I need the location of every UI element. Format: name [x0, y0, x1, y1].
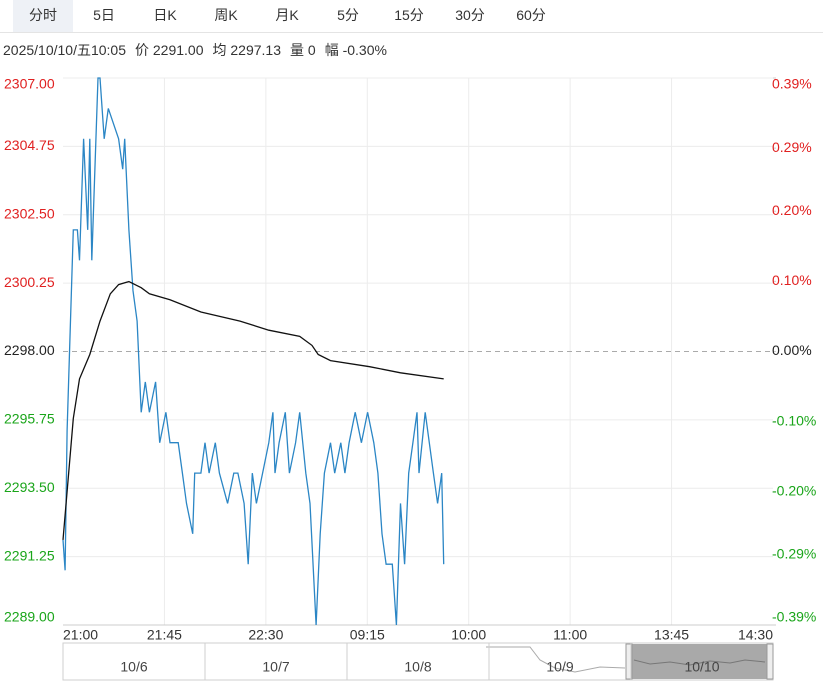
series-line [62, 77, 445, 626]
y-tick-label: 2298.00 [4, 342, 55, 358]
info-item: 价 2291.00 [135, 42, 204, 58]
navigator-date: 10/9 [546, 659, 573, 675]
navigator-date: 10/10 [684, 659, 719, 675]
y-tick-label: 2300.25 [4, 274, 55, 290]
tab[interactable]: 15分 [394, 7, 424, 23]
y-tick-label: 2295.75 [4, 411, 55, 427]
y2-tick-label: -0.20% [772, 482, 816, 498]
x-tick-label: 21:45 [147, 627, 182, 643]
y2-tick-label: 0.29% [772, 139, 812, 155]
navigator-handle[interactable] [625, 643, 633, 680]
tab-bar: 分时 5日 日K 周K 月K 5分 15分 30分 60分 [0, 0, 823, 33]
tab[interactable]: 5分 [337, 7, 359, 23]
navigator-date: 10/7 [262, 659, 289, 675]
tab[interactable]: 日K [153, 7, 177, 23]
info-line: 2025/10/10/五10:05 价 2291.00 均 2297.13 量 0 幅 … [3, 40, 396, 60]
y-tick-label: 2293.50 [4, 479, 55, 495]
y-tick-label: 2302.50 [4, 205, 55, 221]
tab[interactable]: 分时 [13, 0, 73, 32]
navigator-date: 10/8 [404, 659, 431, 675]
y2-tick-label: 0.00% [772, 342, 812, 358]
navigator-preview [486, 646, 626, 673]
y2-tick-label: -0.29% [772, 546, 816, 562]
x-tick-label: 11:00 [553, 627, 587, 643]
tab[interactable]: 5日 [93, 7, 115, 23]
x-tick-label: 14:30 [738, 627, 773, 643]
navigator-window[interactable] [630, 644, 767, 679]
tab[interactable]: 周K [214, 7, 238, 23]
y2-tick-label: -0.39% [772, 609, 816, 625]
y-tick-label: 2289.00 [4, 609, 55, 625]
navigator-preview [633, 659, 766, 666]
info-item: 均 2297.13 [212, 42, 282, 58]
navigator-date: 10/6 [120, 659, 147, 675]
info-item: 量 0 [290, 42, 316, 58]
y-tick-label: 2291.25 [4, 547, 55, 563]
x-tick-label: 22:30 [248, 627, 283, 643]
tab[interactable]: 30分 [455, 7, 485, 23]
series-line [62, 280, 444, 540]
navigator-handle[interactable] [766, 643, 774, 680]
tab[interactable]: 60分 [516, 7, 546, 23]
y-tick-label: 2304.75 [4, 137, 55, 153]
info-item: 幅 -0.30% [324, 42, 387, 58]
y2-tick-label: -0.10% [772, 412, 816, 428]
y-tick-label: 2307.00 [4, 76, 55, 92]
x-tick-label: 10:00 [451, 627, 486, 643]
y2-tick-label: 0.20% [772, 202, 812, 218]
tab[interactable]: 月K [275, 7, 299, 23]
info-item: 2025/10/10/五10:05 [3, 42, 126, 58]
x-tick-label: 21:00 [63, 627, 98, 643]
y2-tick-label: 0.39% [772, 76, 812, 92]
x-tick-label: 13:45 [654, 627, 689, 643]
y2-tick-label: 0.10% [772, 272, 812, 288]
x-tick-label: 09:15 [350, 627, 385, 643]
